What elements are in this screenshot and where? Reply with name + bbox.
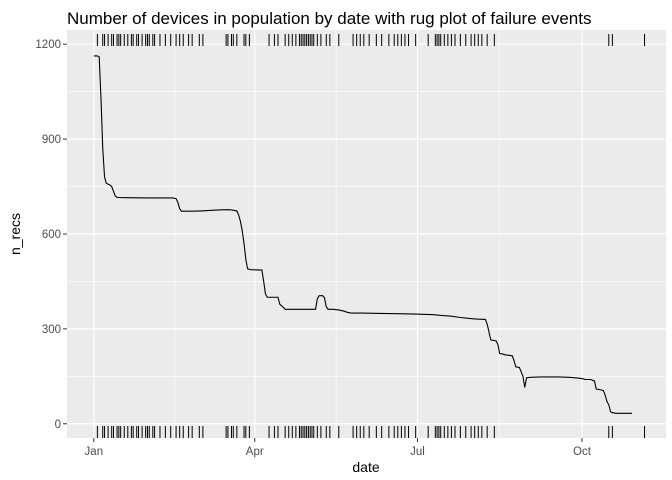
x-tick-label: Oct xyxy=(573,446,592,458)
chart-title: Number of devices in population by date … xyxy=(67,9,591,28)
y-tick-label: 0 xyxy=(55,419,61,431)
y-tick-label: 900 xyxy=(42,134,61,146)
x-tick-label: Apr xyxy=(246,446,264,458)
x-tick-label: Jan xyxy=(85,446,104,458)
y-tick-label: 1200 xyxy=(35,39,61,51)
x-axis-title: date xyxy=(352,459,379,475)
y-tick-label: 600 xyxy=(42,229,61,241)
x-axis: Jan Apr Jul Oct xyxy=(85,438,592,458)
y-tick-label: 300 xyxy=(42,324,61,336)
series-line xyxy=(93,55,633,414)
y-axis-title: n_recs xyxy=(7,213,23,255)
rug-bottom xyxy=(96,426,646,438)
grid-major xyxy=(67,30,666,438)
x-tick-label: Jul xyxy=(410,446,425,458)
rug-top xyxy=(96,34,646,46)
y-axis: 0 300 600 900 1200 xyxy=(35,39,67,431)
